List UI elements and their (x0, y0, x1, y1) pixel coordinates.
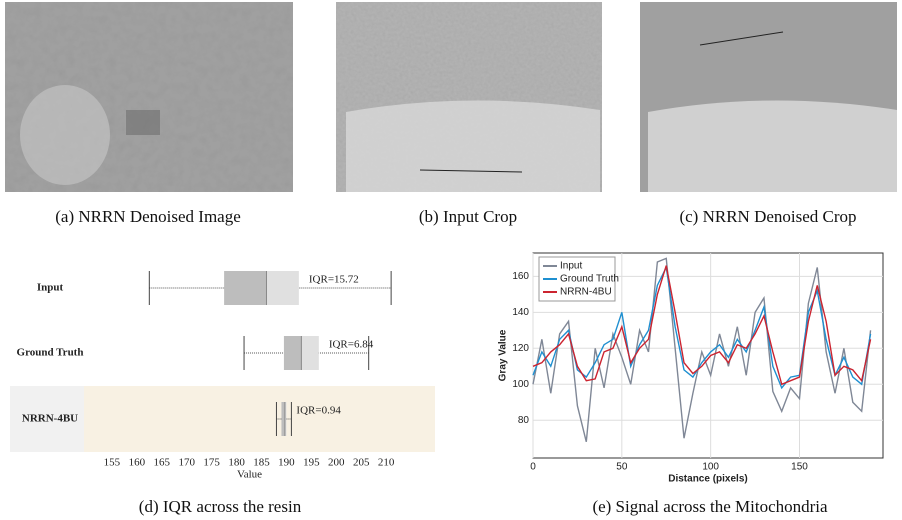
legend-label: NRRN-4BU (560, 287, 612, 298)
x-tick-label: 155 (104, 457, 121, 469)
y-tick-label: 140 (512, 307, 529, 318)
x-axis-label: Distance (pixels) (668, 474, 747, 485)
legend-label: Input (560, 261, 582, 272)
box-upper (301, 336, 319, 370)
caption: (d) IQR across the resin (139, 497, 302, 516)
category-label: Input (37, 282, 64, 294)
x-tick-label: 0 (530, 462, 536, 473)
x-tick-label: 100 (702, 462, 719, 473)
y-tick-label: 120 (512, 343, 529, 354)
x-tick-label: 180 (228, 457, 245, 469)
iqr-label: IQR=15.72 (309, 274, 359, 286)
highlight-band (84, 386, 435, 452)
image-b (336, 2, 602, 192)
x-tick-label: 210 (378, 457, 395, 469)
iqr-label: IQR=0.94 (296, 405, 341, 417)
x-tick-label: 160 (129, 457, 146, 469)
box-upper (284, 402, 287, 436)
category-label: NRRN-4BU (22, 413, 78, 425)
box-lower (283, 336, 302, 370)
x-tick-label: 185 (253, 457, 270, 469)
series-line (532, 257, 872, 442)
legend-label: Ground Truth (560, 274, 619, 285)
box-lower (281, 402, 285, 436)
iqr-label: IQR=6.84 (329, 339, 374, 351)
image-c (640, 2, 897, 192)
caption: (e) Signal across the Mitochondria (592, 497, 828, 516)
y-tick-label: 100 (512, 379, 529, 390)
box-lower (224, 271, 267, 305)
x-tick-label: 150 (791, 462, 808, 473)
x-tick-label: 175 (203, 457, 220, 469)
y-tick-label: 160 (512, 271, 529, 282)
caption: (c) NRRN Denoised Crop (679, 207, 856, 226)
image-a (5, 2, 293, 192)
x-axis-label: Value (237, 469, 262, 481)
series-line (532, 265, 872, 386)
y-axis-label: Gray Value (498, 329, 509, 381)
x-tick-label: 200 (328, 457, 345, 469)
caption: (a) NRRN Denoised Image (55, 207, 241, 226)
caption: (b) Input Crop (419, 207, 517, 226)
x-tick-label: 205 (353, 457, 370, 469)
x-tick-label: 190 (278, 457, 295, 469)
x-tick-label: 195 (303, 457, 320, 469)
x-tick-label: 170 (178, 457, 195, 469)
category-label: Ground Truth (17, 347, 84, 359)
x-tick-label: 50 (616, 462, 628, 473)
box-upper (266, 271, 299, 305)
x-tick-label: 165 (154, 457, 171, 469)
y-tick-label: 80 (518, 415, 530, 426)
highlight-band (10, 386, 84, 452)
